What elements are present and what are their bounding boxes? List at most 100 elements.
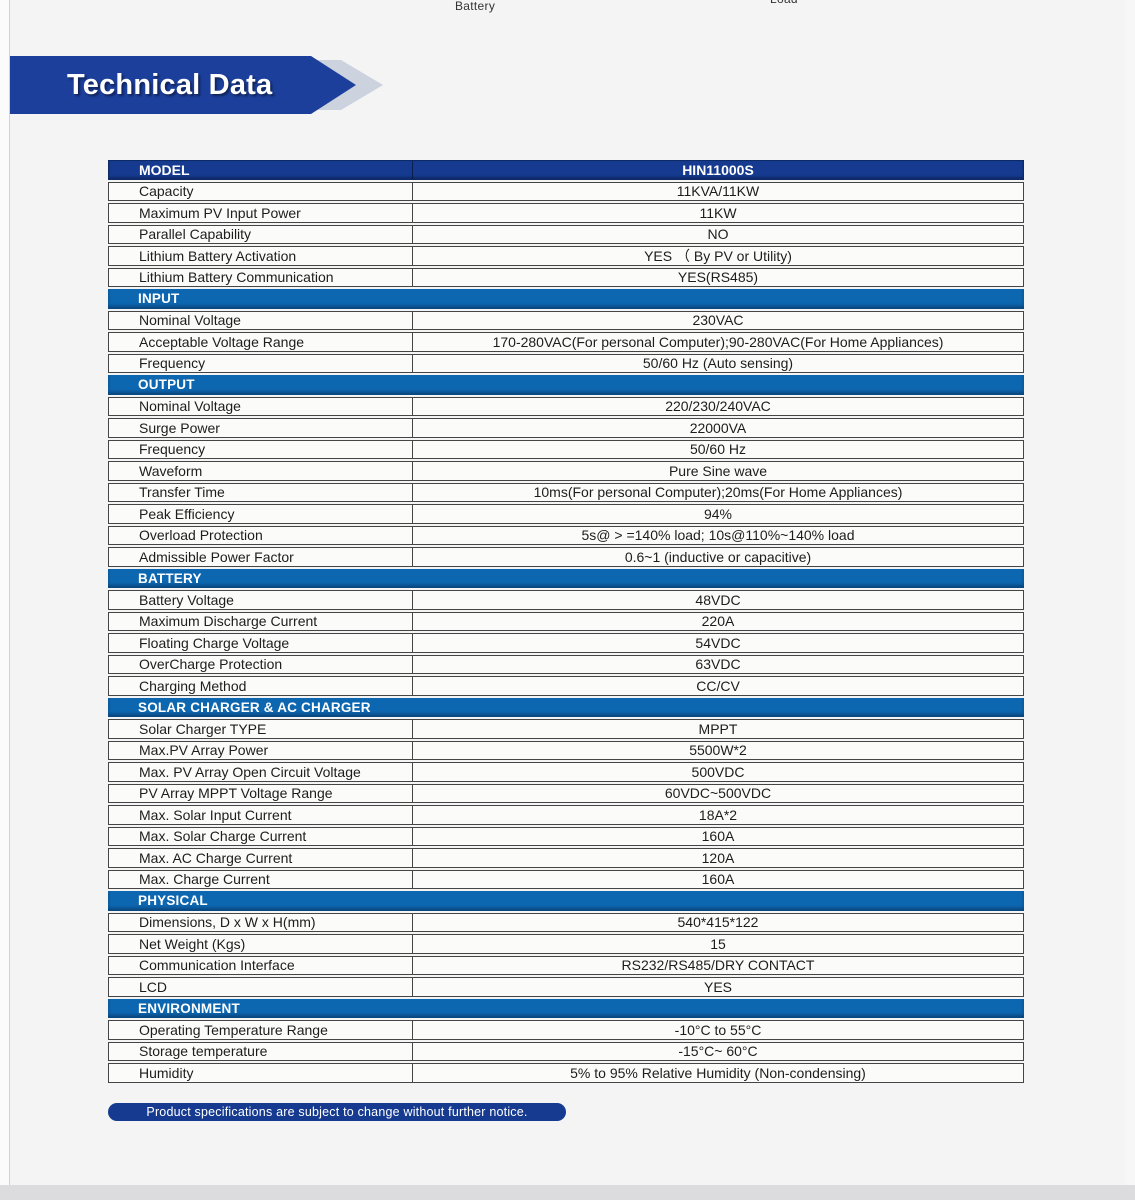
spec-value: 220/230/240VAC bbox=[665, 398, 771, 415]
page-left-edge bbox=[0, 0, 10, 1185]
spec-row: Capacity 11KVA/11KW bbox=[108, 181, 1024, 201]
spec-value: 230VAC bbox=[692, 312, 744, 329]
spec-row: Lithium Battery Communication YES(RS485) bbox=[108, 267, 1024, 287]
section-title: INPUT bbox=[138, 291, 180, 307]
spec-value: 54VDC bbox=[695, 634, 741, 651]
page-title: Technical Data bbox=[67, 68, 273, 101]
spec-label: Humidity bbox=[109, 1064, 413, 1082]
spec-value: 60VDC~500VDC bbox=[664, 785, 772, 802]
spec-value: 10ms(For personal Computer);20ms(For Hom… bbox=[533, 484, 903, 501]
diagram-label-battery: Battery bbox=[455, 0, 496, 13]
diagram-label-load: Load bbox=[770, 0, 798, 6]
spec-label: Maximum PV Input Power bbox=[109, 204, 413, 222]
spec-row: Storage temperature -15°C~ 60°C bbox=[108, 1041, 1024, 1061]
spec-value: 22000VA bbox=[689, 419, 747, 436]
footer-disclaimer-pill: Product specifications are subject to ch… bbox=[108, 1103, 566, 1121]
spec-value: 0.6~1 (inductive or capacitive) bbox=[624, 548, 812, 565]
spec-value: MPPT bbox=[698, 720, 738, 737]
spec-value: 220A bbox=[701, 613, 735, 630]
spec-row: LCD YES bbox=[108, 977, 1024, 997]
spec-label: PV Array MPPT Voltage Range bbox=[109, 784, 413, 802]
spec-label: Lithium Battery Communication bbox=[109, 268, 413, 286]
spec-row: OverCharge Protection 63VDC bbox=[108, 654, 1024, 674]
spec-value: RS232/RS485/DRY CONTACT bbox=[621, 957, 815, 974]
spec-label: Dimensions, D x W x H(mm) bbox=[109, 913, 413, 931]
spec-row: Lithium Battery Activation YES （ By PV or… bbox=[108, 246, 1024, 266]
spec-value: 120A bbox=[701, 849, 735, 866]
spec-row: Nominal Voltage 230VAC bbox=[108, 310, 1024, 330]
spec-row: Solar Charger TYPE MPPT bbox=[108, 719, 1024, 739]
spec-row: Frequency 50/60 Hz bbox=[108, 439, 1024, 459]
spec-value: 500VDC bbox=[691, 763, 745, 780]
spec-label: Max. Charge Current bbox=[109, 870, 413, 888]
spec-row: Max.PV Array Power 5500W*2 bbox=[108, 740, 1024, 760]
section-header-solar-charger-ac-charger: SOLAR CHARGER & AC CHARGER bbox=[108, 697, 1024, 717]
spec-label: Max. AC Charge Current bbox=[109, 849, 413, 867]
spec-value: 63VDC bbox=[695, 656, 741, 673]
spec-value: CC/CV bbox=[696, 677, 740, 694]
section-title: ENVIRONMENT bbox=[138, 1000, 240, 1016]
section-title: BATTERY bbox=[138, 570, 202, 586]
table-header-row: MODEL HIN11000S bbox=[108, 160, 1024, 180]
spec-row: Humidity 5% to 95% Relative Humidity (Non… bbox=[108, 1063, 1024, 1083]
section-header-battery: BATTERY bbox=[108, 568, 1024, 588]
spec-label: Surge Power bbox=[109, 419, 413, 437]
spec-row: Charging Method CC/CV bbox=[108, 676, 1024, 696]
spec-row: Parallel Capability NO bbox=[108, 224, 1024, 244]
spec-row: Battery Voltage 48VDC bbox=[108, 590, 1024, 610]
spec-value: -15°C~ 60°C bbox=[678, 1043, 758, 1060]
spec-value: 11KW bbox=[699, 204, 737, 221]
spec-row: Maximum PV Input Power 11KW bbox=[108, 203, 1024, 223]
spec-row: Dimensions, D x W x H(mm) 540*415*122 bbox=[108, 912, 1024, 932]
spec-row: Floating Charge Voltage 54VDC bbox=[108, 633, 1024, 653]
spec-label: Frequency bbox=[109, 354, 413, 372]
spec-label: LCD bbox=[109, 978, 413, 996]
section-title: SOLAR CHARGER & AC CHARGER bbox=[138, 699, 371, 715]
spec-sheet-page: Battery Load Technical Data MODEL HIN1100… bbox=[9, 0, 1125, 1185]
spec-value: 11KVA/11KW bbox=[676, 183, 760, 200]
banner-arrow: Technical Data bbox=[10, 56, 356, 114]
spec-value: YES （ By PV or Utility) bbox=[644, 247, 792, 264]
spec-value: 50/60 Hz bbox=[689, 441, 747, 458]
spec-label: Max. PV Array Open Circuit Voltage bbox=[109, 763, 413, 781]
model-header-label: MODEL bbox=[109, 161, 413, 179]
section-header-output: OUTPUT bbox=[108, 375, 1024, 395]
spec-label: Solar Charger TYPE bbox=[109, 720, 413, 738]
spec-row: Communication Interface RS232/RS485/DRY C… bbox=[108, 955, 1024, 975]
spec-value: 160A bbox=[701, 828, 735, 845]
spec-value: 50/60 Hz (Auto sensing) bbox=[642, 355, 794, 372]
page-right-edge bbox=[1125, 0, 1135, 1185]
page-bottom-edge bbox=[0, 1185, 1135, 1200]
spec-label: Max. Solar Input Current bbox=[109, 806, 413, 824]
spec-label: Nominal Voltage bbox=[109, 311, 413, 329]
spec-row: Acceptable Voltage Range 170-280VAC(For p… bbox=[108, 332, 1024, 352]
spec-label: Nominal Voltage bbox=[109, 397, 413, 415]
spec-label: Admissible Power Factor bbox=[109, 548, 413, 566]
spec-label: Overload Protection bbox=[109, 526, 413, 544]
spec-value: 170-280VAC(For personal Computer);90-280… bbox=[492, 333, 944, 350]
spec-row: Transfer Time 10ms(For personal Computer)… bbox=[108, 482, 1024, 502]
spec-row: Admissible Power Factor 0.6~1 (inductive … bbox=[108, 547, 1024, 567]
section-header-input: INPUT bbox=[108, 289, 1024, 309]
spec-row: Frequency 50/60 Hz (Auto sensing) bbox=[108, 353, 1024, 373]
spec-label: Waveform bbox=[109, 462, 413, 480]
spec-label: Storage temperature bbox=[109, 1042, 413, 1060]
spec-value: 540*415*122 bbox=[677, 914, 759, 931]
spec-row: Waveform Pure Sine wave bbox=[108, 461, 1024, 481]
spec-label: Acceptable Voltage Range bbox=[109, 333, 413, 351]
spec-label: Max.PV Array Power bbox=[109, 741, 413, 759]
spec-value: NO bbox=[707, 226, 729, 243]
spec-label: Lithium Battery Activation bbox=[109, 247, 413, 265]
spec-value: 160A bbox=[701, 871, 735, 888]
model-header-value: HIN11000S bbox=[682, 161, 754, 178]
spec-row: Surge Power 22000VA bbox=[108, 418, 1024, 438]
spec-label: Peak Efficiency bbox=[109, 505, 413, 523]
spec-value: 94% bbox=[703, 505, 733, 522]
spec-row: Max. Solar Input Current 18A*2 bbox=[108, 805, 1024, 825]
spec-label: Operating Temperature Range bbox=[109, 1021, 413, 1039]
spec-row: Max. PV Array Open Circuit Voltage 500VDC bbox=[108, 762, 1024, 782]
spec-value: 48VDC bbox=[695, 591, 741, 608]
spec-row: Max. Charge Current 160A bbox=[108, 869, 1024, 889]
spec-label: Capacity bbox=[109, 182, 413, 200]
footer-disclaimer-text: Product specifications are subject to ch… bbox=[146, 1105, 528, 1119]
